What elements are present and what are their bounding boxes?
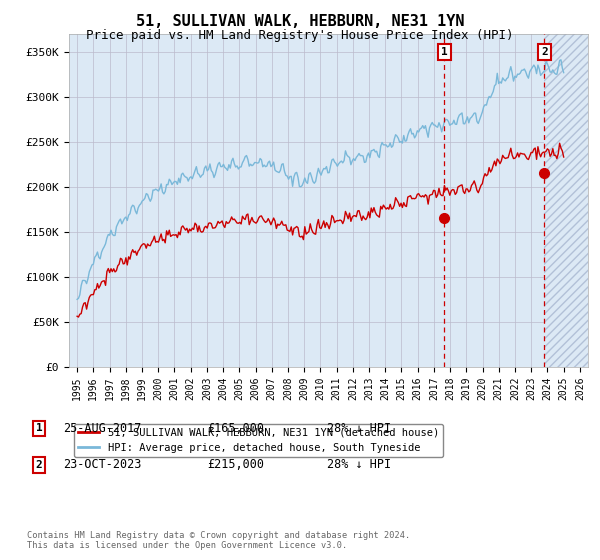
Text: 2: 2 <box>541 47 548 57</box>
Text: 28% ↓ HPI: 28% ↓ HPI <box>327 422 391 435</box>
Text: 23-OCT-2023: 23-OCT-2023 <box>63 458 142 472</box>
Text: 51, SULLIVAN WALK, HEBBURN, NE31 1YN: 51, SULLIVAN WALK, HEBBURN, NE31 1YN <box>136 14 464 29</box>
Legend: 51, SULLIVAN WALK, HEBBURN, NE31 1YN (detached house), HPI: Average price, detac: 51, SULLIVAN WALK, HEBBURN, NE31 1YN (de… <box>74 424 443 457</box>
Text: Price paid vs. HM Land Registry's House Price Index (HPI): Price paid vs. HM Land Registry's House … <box>86 29 514 42</box>
Text: £215,000: £215,000 <box>207 458 264 472</box>
Text: 28% ↓ HPI: 28% ↓ HPI <box>327 458 391 472</box>
Text: 25-AUG-2017: 25-AUG-2017 <box>63 422 142 435</box>
Bar <box>544 34 588 367</box>
Text: Contains HM Land Registry data © Crown copyright and database right 2024.
This d: Contains HM Land Registry data © Crown c… <box>27 530 410 550</box>
Text: 1: 1 <box>441 47 448 57</box>
Text: 1: 1 <box>35 423 43 433</box>
Text: 2: 2 <box>35 460 43 470</box>
Text: £165,000: £165,000 <box>207 422 264 435</box>
Bar <box>544 34 588 367</box>
